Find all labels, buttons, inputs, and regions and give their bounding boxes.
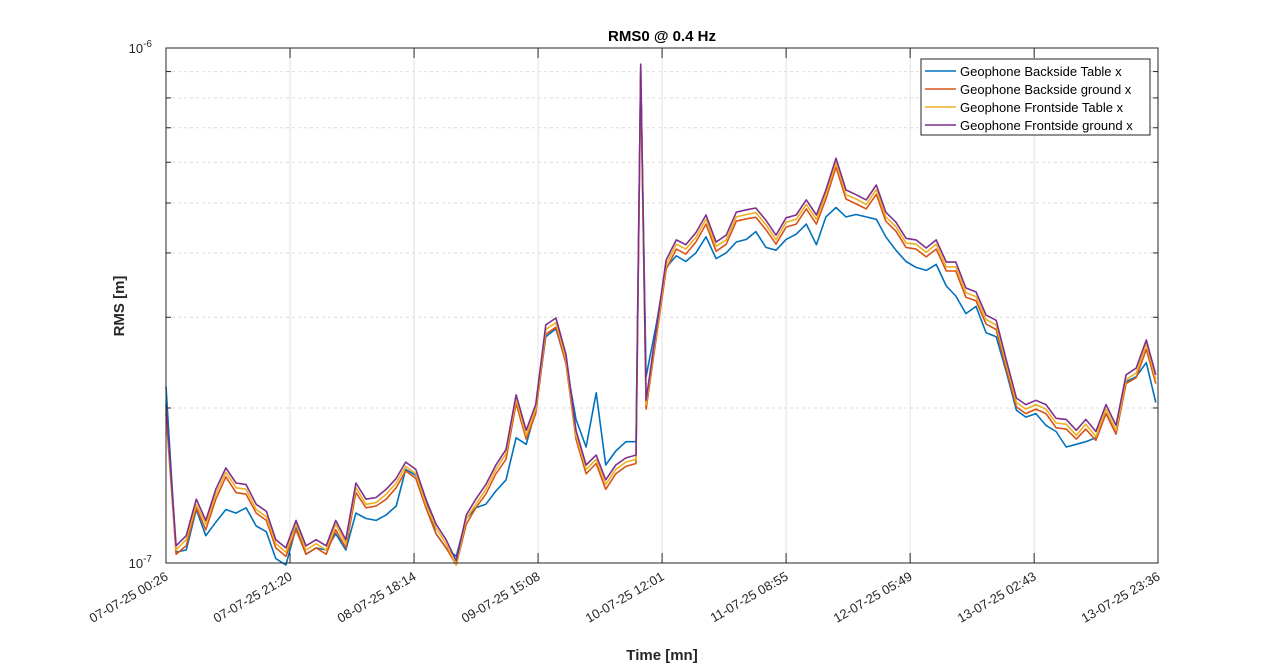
legend-entry: Geophone Frontside Table x [960, 100, 1124, 115]
y-tick-label: 10-6 [129, 39, 153, 56]
legend-entry: Geophone Backside ground x [960, 82, 1132, 97]
y-tick-label: 10-7 [129, 554, 153, 571]
x-axis-label: Time [mn] [626, 647, 697, 664]
series-lines [165, 63, 1157, 566]
legend: Geophone Backside Table x Geophone Backsi… [920, 58, 1151, 136]
legend-box [920, 58, 1151, 136]
legend-entry: Geophone Backside Table x [960, 64, 1122, 79]
chart-title: RMS0 @ 0.4 Hz [608, 28, 716, 45]
legend-entry: Geophone Frontside ground x [960, 118, 1133, 133]
series-line-4 [165, 63, 1157, 562]
y-axis-label: RMS [m] [111, 276, 128, 337]
axes-box [165, 47, 1159, 564]
